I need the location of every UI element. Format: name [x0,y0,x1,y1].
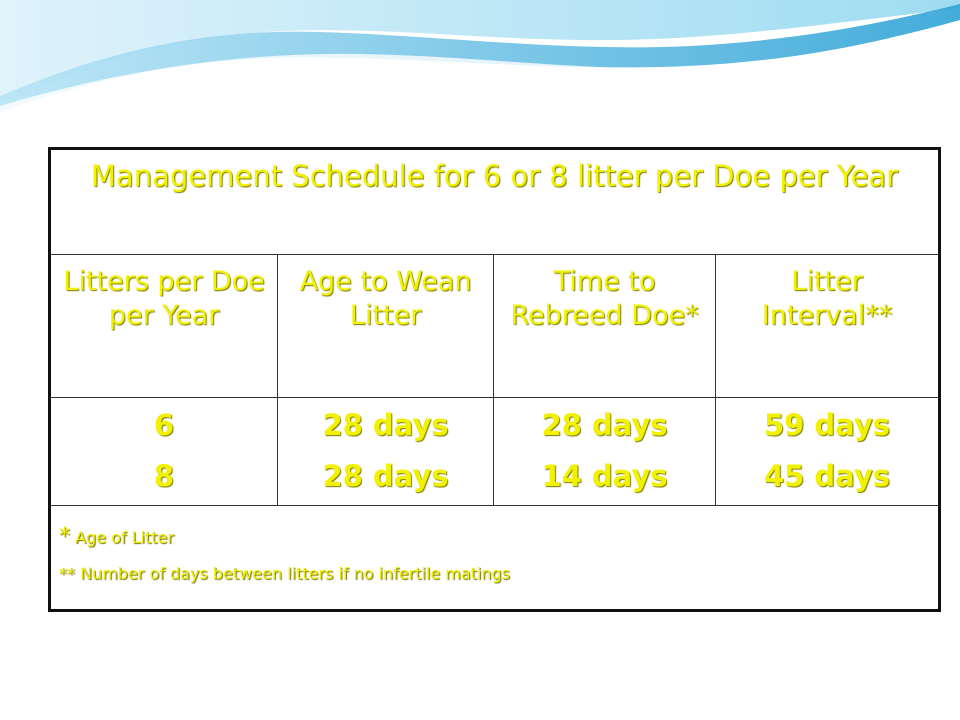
rebreed-value-1: 28 days [541,408,668,442]
title-row: Management Schedule for 6 or 8 litter pe… [48,148,941,255]
table-title: Management Schedule for 6 or 8 litter pe… [90,159,899,193]
rebreed-value-2: 14 days [541,459,668,493]
footnote-1-text: Age of Litter [70,528,174,547]
header-cell-rebreed: Time to Rebreed Doe* [493,254,716,398]
data-row: 6 8 28 days 28 days 28 days 14 days 59 d… [49,397,941,506]
data-cell-wean-age: 28 days 28 days [277,397,494,506]
notes-cell: * Age of Litter ** Number of days betwee… [48,505,941,611]
footnote-age-of-litter: * Age of Litter [51,526,938,549]
data-cell-litters: 6 8 [49,397,278,506]
data-cell-interval: 59 days 45 days [714,397,941,506]
notes-row: * Age of Litter ** Number of days betwee… [48,505,941,611]
wave-decoration [0,0,960,114]
litters-value-1: 6 [153,408,175,442]
header-row: Litters per Doe per Year Age to Wean Lit… [49,254,941,398]
wean-age-value-1: 28 days [322,408,449,442]
footnote-star: * [59,524,70,549]
header-litter-interval: Litter Interval** [761,266,893,331]
header-time-to-rebreed: Time to Rebreed Doe* [510,266,699,331]
header-age-to-wean: Age to Wean Litter [299,266,472,331]
management-schedule-table: Management Schedule for 6 or 8 litter pe… [48,147,942,612]
header-litters-per-doe: Litters per Doe per Year [63,266,265,331]
footnote-days-between-litters: ** Number of days between litters if no … [59,564,511,583]
data-cell-rebreed: 28 days 14 days [493,397,716,506]
header-cell-litters: Litters per Doe per Year [49,254,278,398]
litters-value-2: 8 [153,459,175,493]
header-cell-interval: Litter Interval** [714,254,941,398]
interval-value-2: 45 days [763,459,891,493]
interval-value-1: 59 days [763,408,891,442]
header-cell-wean-age: Age to Wean Litter [277,254,494,398]
wean-age-value-2: 28 days [322,459,449,493]
table-title-cell: Management Schedule for 6 or 8 litter pe… [48,148,941,255]
